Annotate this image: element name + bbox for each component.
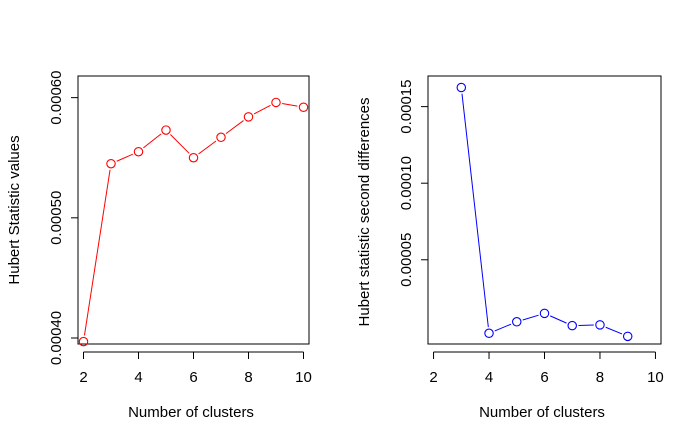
y-tick-label: 0.00050 xyxy=(48,191,65,245)
x-tick-label: 10 xyxy=(647,369,664,386)
x-tick-label: 8 xyxy=(596,369,604,386)
data-point xyxy=(567,320,577,331)
data-point xyxy=(539,308,550,319)
series-line-segment xyxy=(116,153,134,162)
y-tick-label: 0.00060 xyxy=(48,71,65,125)
series-group xyxy=(456,82,633,342)
series-line-segment xyxy=(461,93,489,328)
y-tick-label: 0.00015 xyxy=(398,80,415,134)
y-axis-title: Hubert Statistic values xyxy=(6,135,23,284)
x-tick-label: 6 xyxy=(540,369,548,386)
y-ticks: 0.00005 0.00010 0.00015 xyxy=(398,80,428,287)
x-axis-title: Number of clusters xyxy=(128,404,254,421)
x-tick-label: 2 xyxy=(79,369,87,386)
panel-second-differences: 0.00005 0.00010 0.00015 2 4 6 8 10 Number of c… xyxy=(356,75,664,421)
plot-frame xyxy=(427,75,662,345)
x-tick-label: 8 xyxy=(244,369,252,386)
data-point xyxy=(456,82,467,93)
series-line-segment xyxy=(83,169,111,336)
y-axis-title: Hubert statistic second differences xyxy=(356,97,373,326)
series-line-segment xyxy=(143,133,162,149)
y-tick-label: 0.00040 xyxy=(48,311,65,365)
x-tick-label: 2 xyxy=(429,369,437,386)
series-line-segment xyxy=(549,315,567,324)
x-tick-label: 4 xyxy=(485,369,493,386)
series-line-segment xyxy=(605,326,623,335)
data-point xyxy=(512,317,522,327)
data-point xyxy=(78,336,89,347)
series-line-segment xyxy=(253,104,271,115)
data-point xyxy=(271,97,281,108)
x-ticks: 2 4 6 8 10 xyxy=(429,352,664,386)
x-tick-label: 4 xyxy=(134,369,142,386)
panel-hubert-statistic: 0.00040 0.00050 0.00060 2 4 6 8 10 Number of c… xyxy=(6,71,312,421)
x-ticks: 2 4 6 8 10 xyxy=(79,352,312,386)
series-line-segment xyxy=(522,314,539,321)
series-group xyxy=(78,97,309,347)
y-tick-label: 0.00010 xyxy=(398,156,415,210)
data-point xyxy=(106,158,116,169)
data-point xyxy=(298,102,309,112)
data-point xyxy=(243,112,254,122)
y-ticks: 0.00040 0.00050 0.00060 xyxy=(48,71,78,365)
series-line-segment xyxy=(170,134,190,154)
data-point xyxy=(484,328,494,339)
data-point xyxy=(188,152,199,163)
y-tick-label: 0.00005 xyxy=(398,233,415,287)
data-point xyxy=(133,146,144,157)
plot-frame xyxy=(77,75,310,345)
x-axis-title: Number of clusters xyxy=(479,404,605,421)
series-line-segment xyxy=(282,103,298,107)
series-line-segment xyxy=(225,120,244,134)
series-line-segment xyxy=(494,323,512,332)
series-line-segment xyxy=(198,140,217,155)
data-point xyxy=(161,125,171,135)
x-tick-label: 6 xyxy=(189,369,197,386)
data-point xyxy=(622,331,633,342)
x-tick-label: 10 xyxy=(295,369,312,386)
data-point xyxy=(595,320,605,330)
data-point xyxy=(216,132,226,143)
